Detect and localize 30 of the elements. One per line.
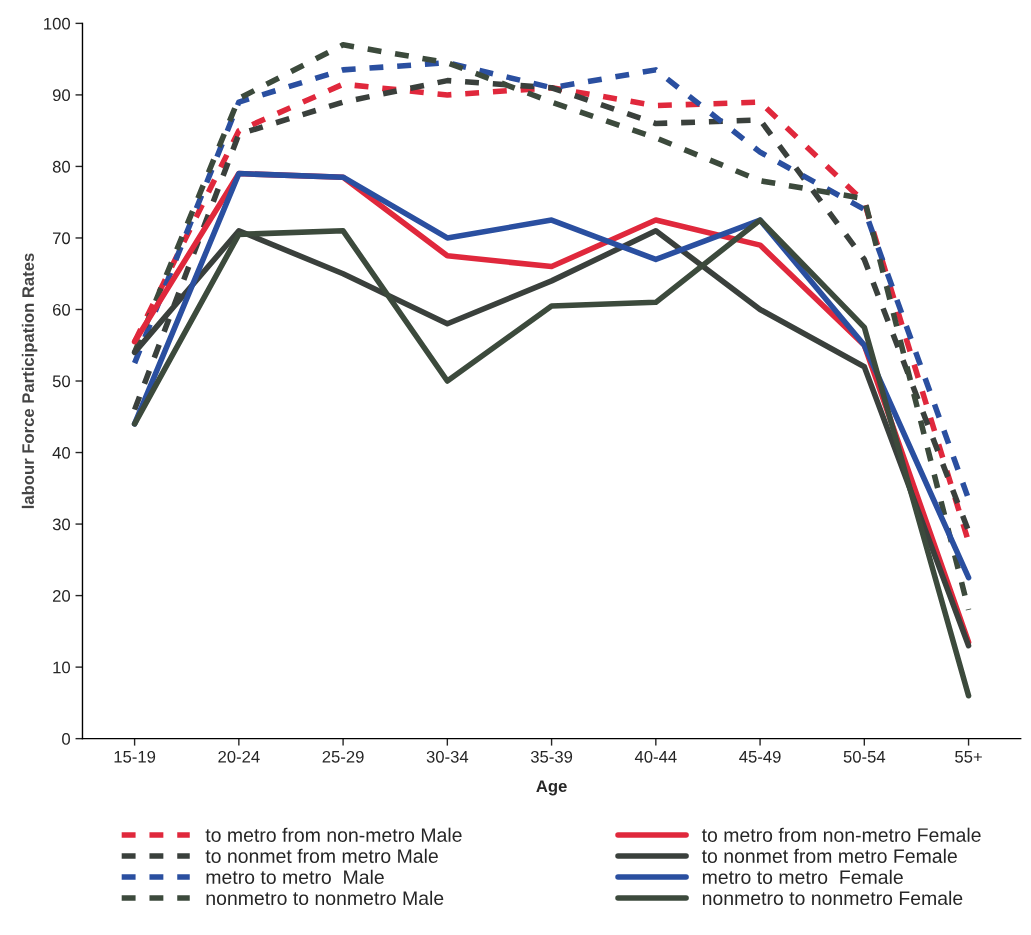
legend-label: to metro from non-metro Female <box>701 827 981 842</box>
x-tick-label: 15-19 <box>114 750 156 763</box>
x-tick-label: 45-49 <box>739 750 781 763</box>
x-tick-label: 20-24 <box>218 750 260 763</box>
y-tick-label: 30 <box>52 518 71 531</box>
y-tick-label: 90 <box>52 89 71 102</box>
legend-label: to metro from non-metro Male <box>205 827 462 842</box>
y-tick-label: 20 <box>52 590 71 602</box>
legend-label: metro to metro Female <box>702 869 903 885</box>
y-tick-label: 70 <box>52 232 71 245</box>
legend-label: to nonmet from metro Female <box>701 848 957 863</box>
y-tick-label: 50 <box>52 375 71 388</box>
x-tick-label: 50-54 <box>843 750 886 763</box>
x-tick-label: 55+ <box>955 751 982 763</box>
legend-label: to nonmet from metro Male <box>205 848 438 863</box>
y-tick-label: 0 <box>62 733 71 745</box>
x-tick-label: 25-29 <box>322 750 364 763</box>
legend-label: metro to metro Male <box>206 869 384 885</box>
x-axis-title: Age <box>536 780 567 796</box>
legend-label: nonmetro to nonmetro Female <box>702 890 963 906</box>
x-tick-label: 35-39 <box>530 750 573 763</box>
legend-label: nonmetro to nonmetro Male <box>206 890 444 906</box>
y-tick-label: 10 <box>53 661 71 674</box>
x-tick-label: 40-44 <box>634 750 677 763</box>
x-tick-label: 30-34 <box>426 750 469 763</box>
y-tick-label: 40 <box>52 446 71 459</box>
y-axis-title: labour Force Participation Rates <box>21 253 38 509</box>
y-tick-label: 100 <box>44 17 71 30</box>
y-tick-label: 60 <box>52 303 71 316</box>
y-tick-label: 80 <box>52 160 71 173</box>
